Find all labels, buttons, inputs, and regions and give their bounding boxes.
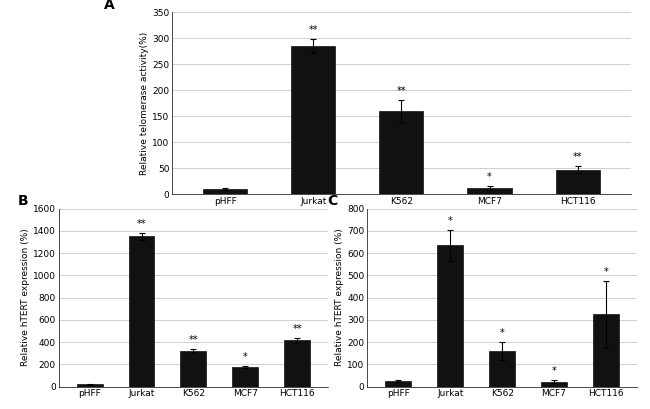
Bar (284, 340, 310, 387)
Bar (541, 382, 567, 387)
Y-axis label: Relative hTERT expression (%): Relative hTERT expression (%) (21, 229, 30, 366)
Bar (385, 381, 411, 387)
Bar (181, 351, 206, 387)
Bar (129, 236, 155, 387)
Text: **: ** (396, 85, 406, 96)
Text: **: ** (292, 324, 302, 334)
Y-axis label: Relative hTERT expression (%): Relative hTERT expression (%) (335, 229, 345, 366)
Bar (77, 384, 103, 387)
Y-axis label: Relative telomerase activity(%): Relative telomerase activity(%) (140, 31, 150, 175)
Text: **: ** (573, 152, 582, 162)
Text: *: * (243, 352, 248, 362)
Bar (593, 314, 619, 387)
Text: A: A (103, 0, 114, 12)
Text: **: ** (309, 25, 318, 35)
Text: B: B (18, 194, 29, 208)
Bar (232, 367, 258, 387)
Bar (556, 170, 600, 194)
Text: *: * (603, 267, 608, 277)
Bar (291, 46, 335, 194)
Bar (437, 245, 463, 387)
Bar (380, 111, 423, 194)
Text: C: C (327, 194, 337, 208)
Bar (203, 189, 247, 194)
Text: *: * (487, 173, 492, 182)
Text: *: * (448, 216, 452, 226)
Text: *: * (552, 366, 556, 376)
Bar (489, 351, 515, 387)
Text: **: ** (136, 219, 146, 229)
Bar (467, 188, 512, 194)
Text: **: ** (188, 335, 198, 345)
Text: *: * (500, 328, 504, 338)
